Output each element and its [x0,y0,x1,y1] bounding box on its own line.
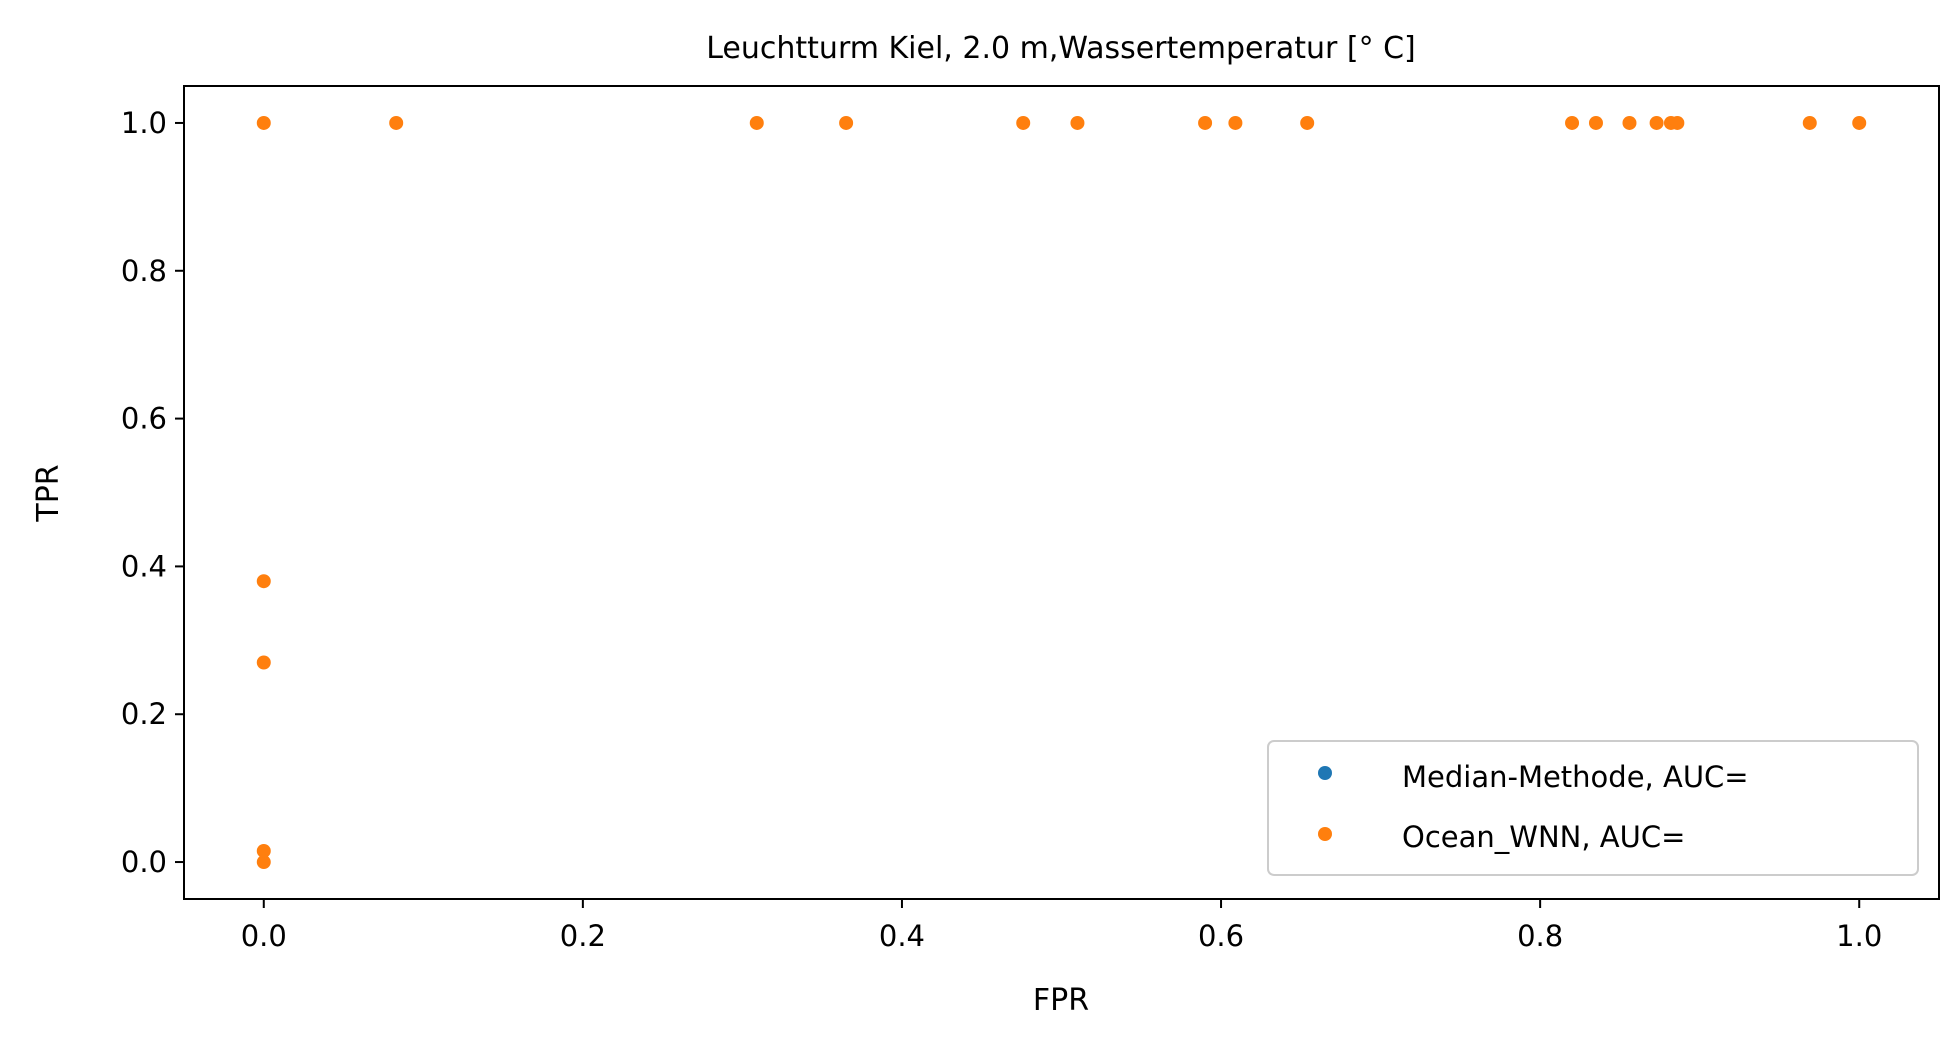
y-tick-label: 0.0 [121,845,167,879]
data-point [389,115,404,130]
data-point [256,843,271,858]
data-point [839,115,854,130]
x-axis: 0.0 0.2 0.4 0.6 0.8 1.0 [241,899,1882,953]
y-axis-label: TPR [31,464,66,522]
data-point [256,855,271,870]
data-point [1622,115,1637,130]
y-tick-label: 1.0 [121,106,167,140]
data-point [1565,115,1580,130]
legend-marker-ocean-wnn [1318,827,1332,841]
legend: Median-Methode, AUC= Ocean_WNN, AUC= [1267,740,1919,876]
data-point [1016,115,1031,130]
data-point [1649,115,1664,130]
chart-title: Leuchtturm Kiel, 2.0 m,Wassertemperatur … [706,31,1416,66]
y-tick-label: 0.4 [121,549,167,583]
legend-label-ocean-wnn: Ocean_WNN, AUC= [1402,820,1685,854]
data-point [256,574,271,589]
legend-label-median-methode: Median-Methode, AUC= [1402,760,1749,794]
x-tick-label: 1.0 [1836,919,1882,953]
data-point [1802,115,1817,130]
x-tick-label: 0.4 [879,919,925,953]
data-point [1198,115,1213,130]
data-point [1228,115,1243,130]
data-point [1070,115,1085,130]
data-point [1300,115,1315,130]
x-tick-label: 0.8 [1517,919,1563,953]
data-point [1588,115,1603,130]
data-point [256,115,271,130]
plot-frame [183,85,1940,900]
data-point [749,115,764,130]
x-tick-label: 0.6 [1198,919,1244,953]
y-axis: 0.0 0.2 0.4 0.6 0.8 1.0 [121,106,184,879]
x-tick-label: 0.0 [241,919,287,953]
legend-marker-median-methode [1318,766,1332,780]
data-point [256,655,271,670]
data-point [1670,115,1685,130]
x-tick-label: 0.2 [560,919,606,953]
y-tick-label: 0.8 [121,254,167,288]
x-axis-label: FPR [1033,983,1089,1018]
y-tick-label: 0.2 [121,697,167,731]
y-tick-label: 0.6 [121,402,167,436]
data-point [1852,115,1867,130]
data-points [256,115,1867,870]
legend-frame [1267,740,1919,876]
